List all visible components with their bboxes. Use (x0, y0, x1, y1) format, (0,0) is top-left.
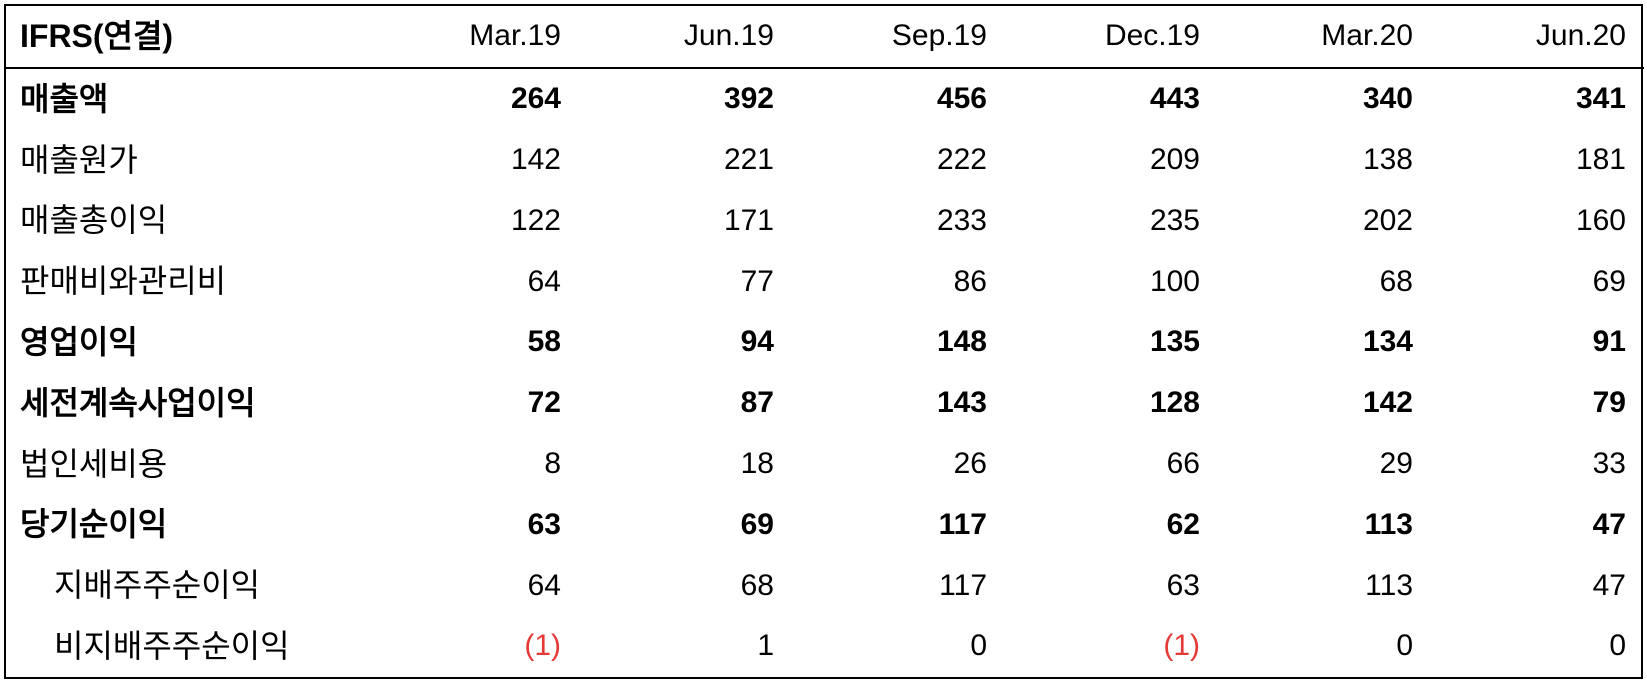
table-cell: 69 (579, 494, 792, 555)
table-cell: 8 (366, 434, 579, 495)
table-cell: 29 (1218, 434, 1431, 495)
table-cell: 117 (792, 555, 1005, 616)
table-cell: 100 (1005, 251, 1218, 312)
table-cell: 235 (1005, 190, 1218, 251)
table-cell: 221 (579, 130, 792, 191)
table-row: 매출액264392456443340341 (6, 68, 1644, 130)
financial-table-wrapper: IFRS(연결) Mar.19 Jun.19 Sep.19 Dec.19 Mar… (4, 4, 1643, 679)
table-row: 당기순이익63691176211347 (6, 494, 1644, 555)
table-cell: 143 (792, 373, 1005, 434)
table-cell: 341 (1431, 68, 1644, 130)
table-cell: 202 (1218, 190, 1431, 251)
table-row: 지배주주순이익64681176311347 (6, 555, 1644, 616)
table-cell: 33 (1431, 434, 1644, 495)
table-cell: 135 (1005, 312, 1218, 373)
table-cell: 68 (579, 555, 792, 616)
table-cell: 392 (579, 68, 792, 130)
financial-table: IFRS(연결) Mar.19 Jun.19 Sep.19 Dec.19 Mar… (6, 6, 1644, 677)
table-cell: 58 (366, 312, 579, 373)
row-label: 매출액 (6, 68, 366, 130)
table-cell: 91 (1431, 312, 1644, 373)
table-cell: 138 (1218, 130, 1431, 191)
table-row: 판매비와관리비6477861006869 (6, 251, 1644, 312)
table-cell: 171 (579, 190, 792, 251)
table-cell: 209 (1005, 130, 1218, 191)
table-header-label: IFRS(연결) (6, 6, 366, 68)
table-cell: 113 (1218, 494, 1431, 555)
table-cell: (1) (366, 616, 579, 677)
table-cell: 0 (1218, 616, 1431, 677)
table-cell: 142 (1218, 373, 1431, 434)
table-row: 비지배주주순이익(1)10(1)00 (6, 616, 1644, 677)
table-cell: 340 (1218, 68, 1431, 130)
table-cell: (1) (1005, 616, 1218, 677)
row-label: 매출총이익 (6, 190, 366, 251)
column-header: Jun.19 (579, 6, 792, 68)
table-cell: 117 (792, 494, 1005, 555)
row-label: 비지배주주순이익 (6, 616, 366, 677)
table-cell: 142 (366, 130, 579, 191)
table-row: 매출총이익122171233235202160 (6, 190, 1644, 251)
table-cell: 134 (1218, 312, 1431, 373)
table-cell: 64 (366, 251, 579, 312)
table-cell: 69 (1431, 251, 1644, 312)
table-cell: 63 (366, 494, 579, 555)
row-label: 지배주주순이익 (6, 555, 366, 616)
table-cell: 456 (792, 68, 1005, 130)
table-cell: 0 (1431, 616, 1644, 677)
table-cell: 64 (366, 555, 579, 616)
column-header: Sep.19 (792, 6, 1005, 68)
table-row: 법인세비용81826662933 (6, 434, 1644, 495)
table-cell: 66 (1005, 434, 1218, 495)
table-row: 매출원가142221222209138181 (6, 130, 1644, 191)
table-cell: 443 (1005, 68, 1218, 130)
table-cell: 72 (366, 373, 579, 434)
column-header: Mar.20 (1218, 6, 1431, 68)
row-label: 매출원가 (6, 130, 366, 191)
table-cell: 0 (792, 616, 1005, 677)
row-label: 영업이익 (6, 312, 366, 373)
table-cell: 122 (366, 190, 579, 251)
row-label: 판매비와관리비 (6, 251, 366, 312)
table-row: 세전계속사업이익728714312814279 (6, 373, 1644, 434)
row-label: 세전계속사업이익 (6, 373, 366, 434)
table-cell: 18 (579, 434, 792, 495)
table-cell: 94 (579, 312, 792, 373)
table-cell: 128 (1005, 373, 1218, 434)
table-cell: 222 (792, 130, 1005, 191)
table-header-row: IFRS(연결) Mar.19 Jun.19 Sep.19 Dec.19 Mar… (6, 6, 1644, 68)
table-cell: 62 (1005, 494, 1218, 555)
table-cell: 1 (579, 616, 792, 677)
row-label: 법인세비용 (6, 434, 366, 495)
row-label: 당기순이익 (6, 494, 366, 555)
table-cell: 181 (1431, 130, 1644, 191)
table-cell: 77 (579, 251, 792, 312)
column-header: Mar.19 (366, 6, 579, 68)
table-body: 매출액264392456443340341매출원가142221222209138… (6, 68, 1644, 677)
column-header: Dec.19 (1005, 6, 1218, 68)
table-cell: 47 (1431, 494, 1644, 555)
table-cell: 87 (579, 373, 792, 434)
table-cell: 113 (1218, 555, 1431, 616)
table-cell: 264 (366, 68, 579, 130)
table-cell: 63 (1005, 555, 1218, 616)
table-cell: 68 (1218, 251, 1431, 312)
column-header: Jun.20 (1431, 6, 1644, 68)
table-cell: 86 (792, 251, 1005, 312)
table-cell: 160 (1431, 190, 1644, 251)
table-cell: 148 (792, 312, 1005, 373)
table-cell: 26 (792, 434, 1005, 495)
table-cell: 233 (792, 190, 1005, 251)
table-cell: 47 (1431, 555, 1644, 616)
table-cell: 79 (1431, 373, 1644, 434)
table-row: 영업이익589414813513491 (6, 312, 1644, 373)
